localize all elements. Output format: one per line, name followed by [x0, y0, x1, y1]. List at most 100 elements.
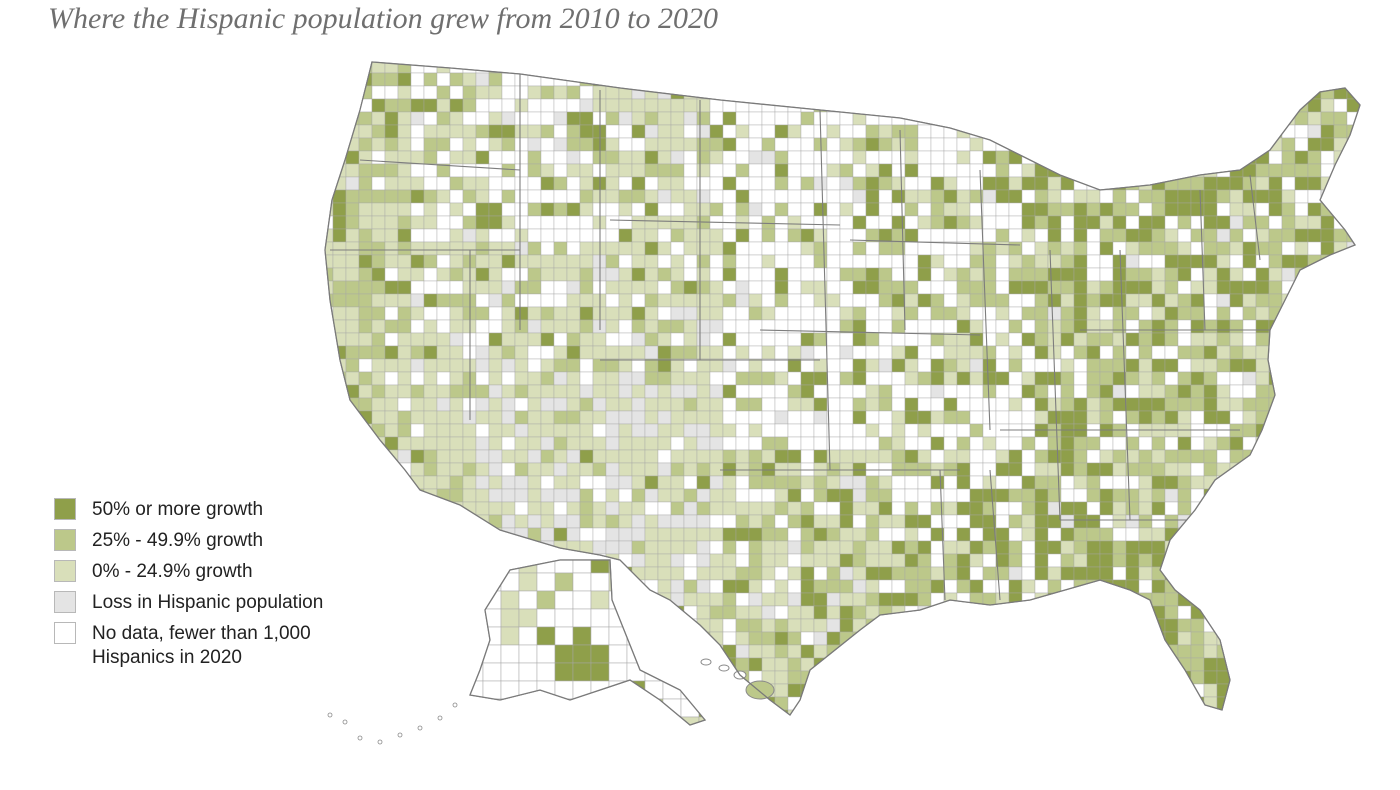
county-cell — [462, 553, 477, 568]
county-cell — [644, 189, 659, 204]
county-cell — [1203, 683, 1218, 698]
county-cell — [436, 592, 451, 607]
county-cell — [891, 501, 906, 516]
county-cell — [904, 345, 919, 360]
county-cell — [761, 475, 776, 490]
county-cell — [1307, 670, 1322, 685]
county-cell — [787, 163, 802, 178]
county-cell — [1216, 527, 1231, 542]
county-cell — [774, 293, 789, 308]
county-cell — [1138, 514, 1153, 529]
county-cell — [1138, 163, 1153, 178]
county-cell — [501, 228, 516, 243]
county-cell — [1281, 605, 1296, 620]
county-cell — [540, 527, 555, 542]
county-cell — [1242, 137, 1257, 152]
county-cell — [1060, 202, 1075, 217]
county-cell — [1333, 319, 1348, 334]
map-title: Where the Hispanic population grew from … — [48, 2, 718, 35]
county-cell — [670, 371, 685, 386]
county-cell — [748, 176, 763, 191]
county-cell — [800, 358, 815, 373]
county-cell — [670, 150, 685, 165]
county-cell — [930, 644, 945, 659]
county-cell — [1086, 163, 1101, 178]
county-cell — [1086, 124, 1101, 139]
county-cell — [709, 475, 724, 490]
county-cell — [839, 150, 854, 165]
county-cell — [943, 436, 958, 451]
county-cell — [1346, 462, 1360, 477]
county-cell — [553, 137, 568, 152]
county-cell — [904, 423, 919, 438]
county-cell — [644, 397, 659, 412]
county-cell — [722, 696, 737, 711]
county-cell — [1242, 85, 1257, 100]
county-cell — [1125, 111, 1140, 126]
county-cell — [1346, 72, 1360, 87]
county-cell — [995, 644, 1010, 659]
county-cell — [930, 72, 945, 87]
county-cell — [1021, 462, 1036, 477]
county-cell — [878, 137, 893, 152]
county-cell — [865, 540, 880, 555]
county-cell — [384, 85, 399, 100]
county-cell — [891, 358, 906, 373]
county-cell — [631, 514, 646, 529]
county-cell — [1164, 397, 1179, 412]
county-cell — [982, 332, 997, 347]
county-cell — [1138, 670, 1153, 685]
county-cell — [566, 62, 581, 74]
county-cell — [1008, 254, 1023, 269]
county-cell — [800, 696, 815, 711]
county-cell — [475, 540, 490, 555]
county-cell — [995, 449, 1010, 464]
county-cell — [1151, 462, 1166, 477]
county-cell — [813, 631, 828, 646]
county-cell — [696, 189, 711, 204]
county-cell — [1086, 683, 1101, 698]
county-cell — [1294, 618, 1309, 633]
county-cell — [592, 423, 607, 438]
county-cell — [1177, 475, 1192, 490]
county-cell — [475, 527, 490, 542]
county-cell — [1021, 644, 1036, 659]
county-cell — [943, 150, 958, 165]
county-cell — [1021, 631, 1036, 646]
county-cell — [878, 553, 893, 568]
county-cell — [579, 423, 594, 438]
county-cell — [826, 384, 841, 399]
county-cell — [436, 449, 451, 464]
county-cell — [891, 488, 906, 503]
borough-cell — [626, 590, 646, 610]
county-cell — [982, 475, 997, 490]
county-cell — [1086, 345, 1101, 360]
county-cell — [917, 410, 932, 425]
county-cell — [1281, 488, 1296, 503]
county-cell — [722, 423, 737, 438]
county-cell — [1164, 566, 1179, 581]
county-cell — [995, 475, 1010, 490]
county-cell — [1346, 631, 1360, 646]
county-cell — [1359, 670, 1360, 685]
county-cell — [449, 540, 464, 555]
county-cell — [826, 592, 841, 607]
county-cell — [943, 631, 958, 646]
county-cell — [449, 254, 464, 269]
county-cell — [683, 358, 698, 373]
county-cell — [488, 449, 503, 464]
county-cell — [501, 475, 516, 490]
county-cell — [540, 150, 555, 165]
county-cell — [1060, 397, 1075, 412]
county-cell — [1216, 371, 1231, 386]
county-cell — [1125, 657, 1140, 672]
county-cell — [1255, 72, 1270, 87]
borough-cell — [554, 608, 574, 628]
county-cell — [696, 124, 711, 139]
county-cell — [631, 527, 646, 542]
county-cell — [657, 124, 672, 139]
county-cell — [1125, 215, 1140, 230]
county-cell — [449, 579, 464, 594]
county-cell — [1047, 72, 1062, 87]
county-cell — [1177, 592, 1192, 607]
